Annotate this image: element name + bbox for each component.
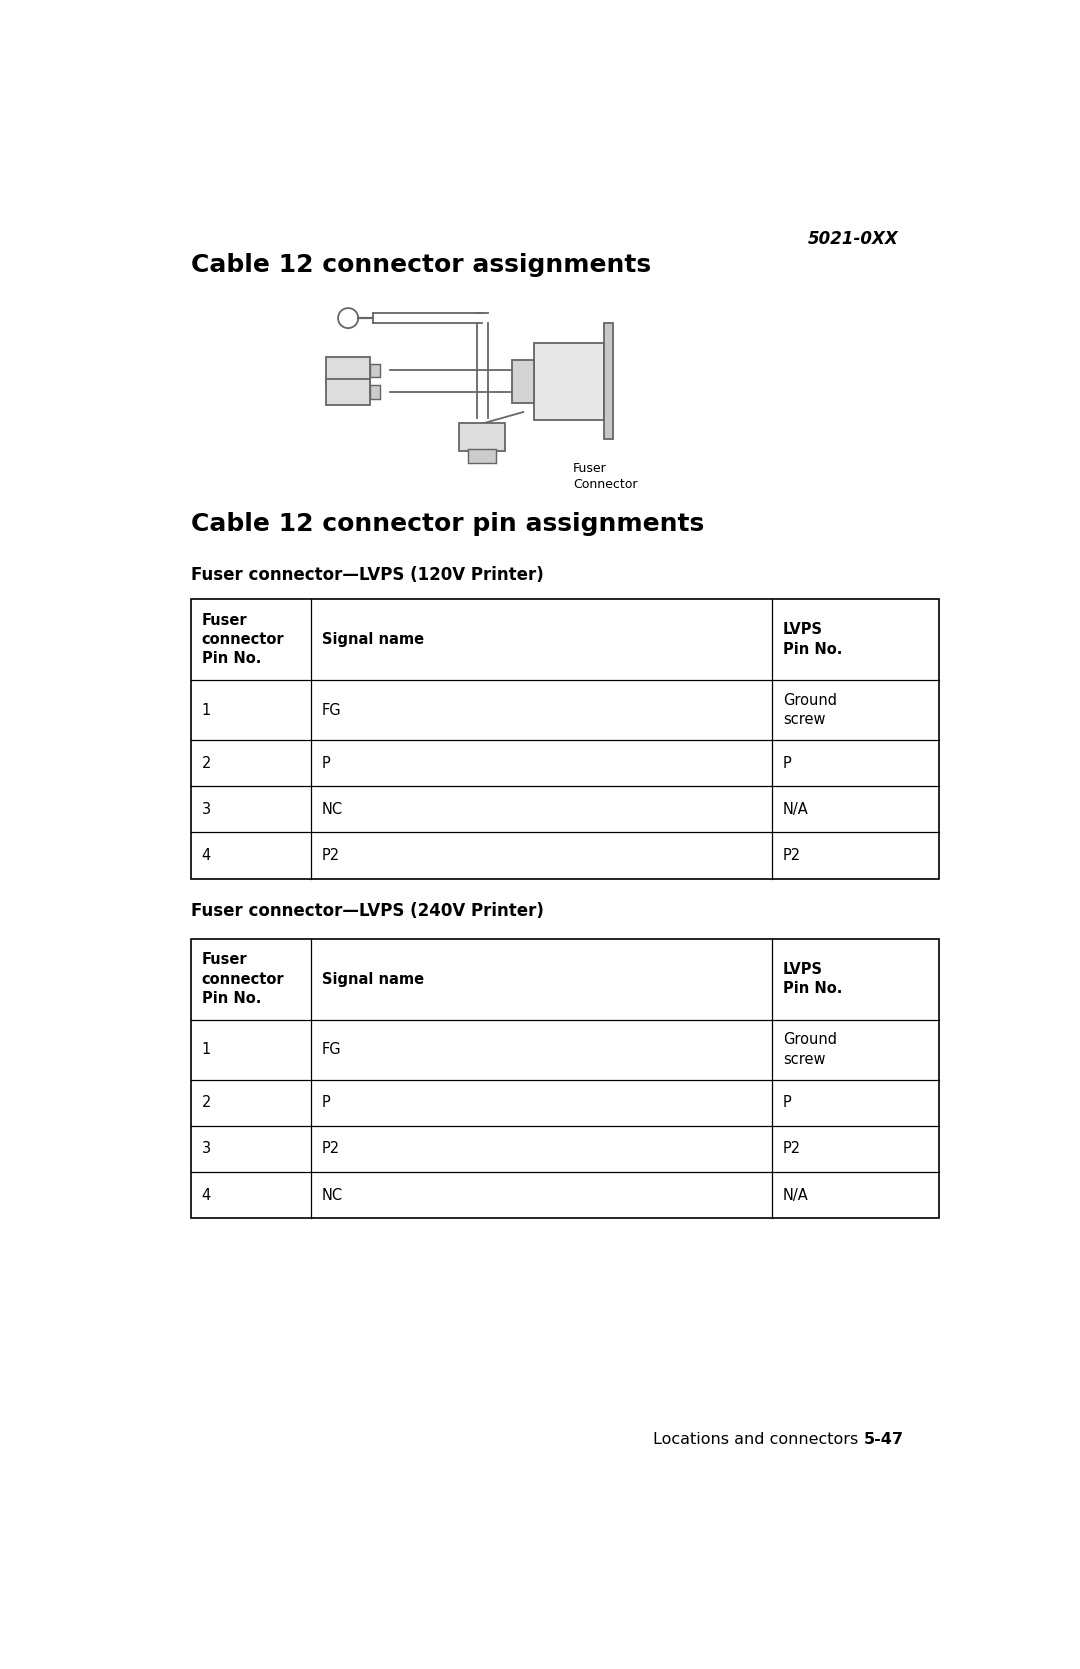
- Text: Cable 12 connector pin assignments: Cable 12 connector pin assignments: [191, 512, 704, 536]
- Text: LVPS
Pin No.: LVPS Pin No.: [783, 961, 842, 996]
- Text: FG: FG: [322, 703, 341, 718]
- Text: 5-47: 5-47: [864, 1432, 904, 1447]
- Text: Cable 12 connector assignments: Cable 12 connector assignments: [191, 252, 651, 277]
- Text: Signal name: Signal name: [322, 633, 423, 648]
- Text: Fuser
connector
Pin No.: Fuser connector Pin No.: [202, 953, 284, 1006]
- Text: 4: 4: [202, 1188, 211, 1203]
- Text: 2: 2: [202, 1095, 211, 1110]
- Text: Fuser connector—LVPS (120V Printer): Fuser connector—LVPS (120V Printer): [191, 566, 543, 584]
- Text: Fuser
connector
Pin No.: Fuser connector Pin No.: [202, 613, 284, 666]
- Bar: [469, 449, 496, 462]
- Text: P2: P2: [322, 848, 340, 863]
- Bar: [191, 599, 939, 878]
- Bar: [535, 342, 604, 419]
- Text: Fuser
Connector: Fuser Connector: [572, 462, 637, 491]
- Bar: [604, 324, 613, 439]
- Text: 1: 1: [202, 1041, 211, 1056]
- Text: Locations and connectors: Locations and connectors: [653, 1432, 864, 1447]
- Text: FG: FG: [322, 1041, 341, 1056]
- Text: P: P: [783, 756, 792, 771]
- Text: P2: P2: [783, 848, 801, 863]
- Text: Signal name: Signal name: [322, 971, 423, 986]
- Bar: [512, 361, 535, 402]
- Bar: [459, 422, 505, 451]
- Text: Ground
screw: Ground screw: [783, 693, 837, 728]
- Text: Ground
screw: Ground screw: [783, 1033, 837, 1066]
- Text: 1: 1: [202, 703, 211, 718]
- Text: Fuser connector—LVPS (240V Printer): Fuser connector—LVPS (240V Printer): [191, 901, 543, 920]
- Text: N/A: N/A: [783, 801, 809, 816]
- Text: 4: 4: [202, 848, 211, 863]
- Text: NC: NC: [322, 801, 343, 816]
- Text: P: P: [322, 1095, 330, 1110]
- Bar: [326, 379, 369, 406]
- Text: N/A: N/A: [783, 1188, 809, 1203]
- Bar: [326, 357, 369, 384]
- Bar: [369, 386, 380, 399]
- Text: LVPS
Pin No.: LVPS Pin No.: [783, 623, 842, 656]
- Text: 2: 2: [202, 756, 211, 771]
- Text: P2: P2: [322, 1142, 340, 1157]
- Text: 3: 3: [202, 1142, 211, 1157]
- Text: P: P: [783, 1095, 792, 1110]
- Circle shape: [338, 309, 359, 329]
- Text: 5021-0XX: 5021-0XX: [808, 230, 899, 247]
- Text: P2: P2: [783, 1142, 801, 1157]
- Bar: [191, 938, 939, 1218]
- Text: NC: NC: [322, 1188, 343, 1203]
- Bar: [369, 364, 380, 377]
- Text: P: P: [322, 756, 330, 771]
- Text: 3: 3: [202, 801, 211, 816]
